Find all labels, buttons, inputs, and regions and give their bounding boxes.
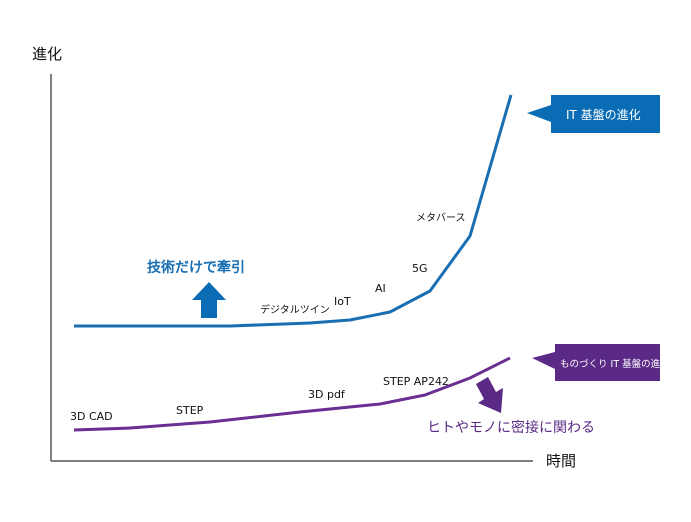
it-curve [74, 94, 513, 328]
it-callout: IT 基盤の進化 [527, 95, 660, 133]
mono-milestone-3dcad: 3D CAD [70, 410, 113, 423]
mono-milestone-step: STEP [176, 404, 204, 417]
down-arrow-label: ヒトやモノに密接に関わる [427, 419, 595, 436]
mono-curve [73, 356, 511, 432]
it-milestone-digital-twin: デジタルツイン [260, 303, 330, 316]
mono-callout-label: ものづくり IT 基盤の進化 [560, 358, 670, 370]
mono-milestone-step-ap242: STEP AP242 [383, 375, 449, 388]
down-arrow-icon [476, 377, 503, 413]
mono-milestone-3dpdf: 3D pdf [308, 388, 346, 401]
y-axis-label: 進化 [32, 45, 62, 63]
up-arrow-icon [192, 282, 226, 318]
it-milestone-iot: IoT [334, 295, 351, 308]
up-arrow-label: 技術だけで牽引 [147, 259, 245, 276]
it-milestone-5g: 5G [412, 262, 428, 275]
x-axis-label: 時間 [546, 452, 576, 470]
it-milestone-metaverse: メタバース [416, 212, 466, 224]
mono-callout: ものづくり IT 基盤の進化 [532, 344, 670, 381]
it-callout-label: IT 基盤の進化 [566, 108, 641, 122]
it-milestone-ai: AI [375, 282, 386, 295]
